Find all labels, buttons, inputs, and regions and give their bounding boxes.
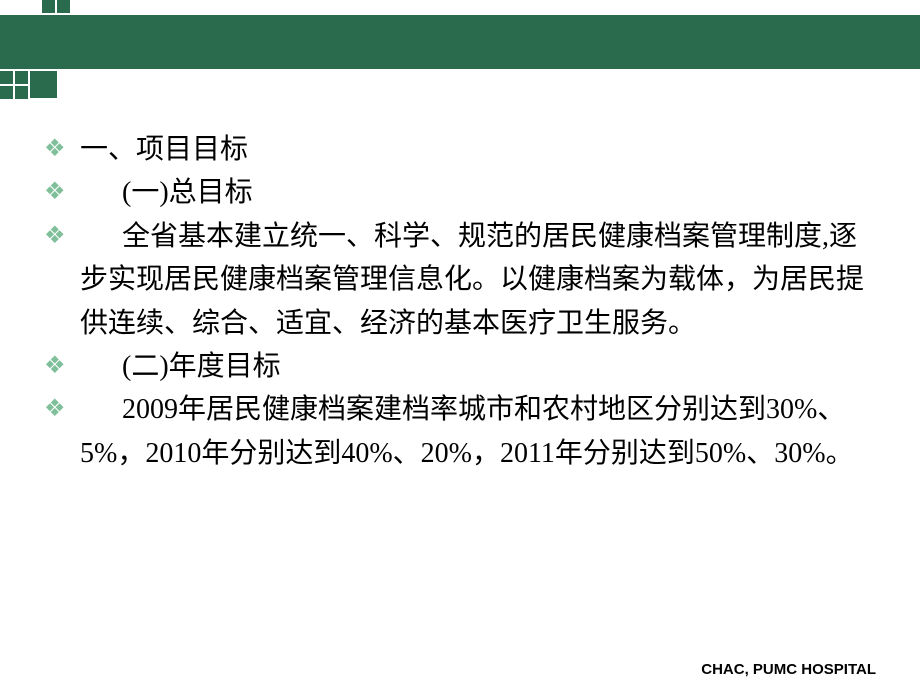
deco-square — [30, 71, 57, 98]
list-item: ❖ 一、项目目标 — [44, 128, 876, 171]
line-text: 全省基本建立统一、科学、规范的居民健康档案管理制度,逐步实现居民健康档案管理信息… — [80, 215, 876, 345]
slide-content: ❖ 一、项目目标 ❖ (一)总目标 ❖ 全省基本建立统一、科学、规范的居民健康档… — [44, 128, 876, 475]
deco-square — [57, 0, 70, 13]
line-text: 2009年居民健康档案建档率城市和农村地区分别达到30%、5%，2010年分别达… — [80, 388, 876, 475]
list-item: ❖ 全省基本建立统一、科学、规范的居民健康档案管理制度,逐步实现居民健康档案管理… — [44, 215, 876, 345]
diamond-bullet-icon: ❖ — [44, 388, 80, 431]
header-bar — [0, 15, 920, 69]
diamond-bullet-icon: ❖ — [44, 215, 80, 258]
deco-square — [0, 71, 13, 84]
diamond-bullet-icon: ❖ — [44, 128, 80, 171]
line-text: 一、项目目标 — [80, 128, 876, 171]
list-item: ❖ 2009年居民健康档案建档率城市和农村地区分别达到30%、5%，2010年分… — [44, 388, 876, 475]
line-text: (一)总目标 — [80, 171, 876, 214]
deco-square — [0, 86, 13, 99]
line-text: (二)年度目标 — [80, 345, 876, 388]
deco-square — [15, 86, 28, 99]
list-item: ❖ (二)年度目标 — [44, 345, 876, 388]
diamond-bullet-icon: ❖ — [44, 171, 80, 214]
deco-square — [42, 0, 55, 13]
deco-square — [15, 71, 28, 84]
list-item: ❖ (一)总目标 — [44, 171, 876, 214]
footer-label: CHAC, PUMC HOSPITAL — [701, 661, 876, 678]
diamond-bullet-icon: ❖ — [44, 345, 80, 388]
